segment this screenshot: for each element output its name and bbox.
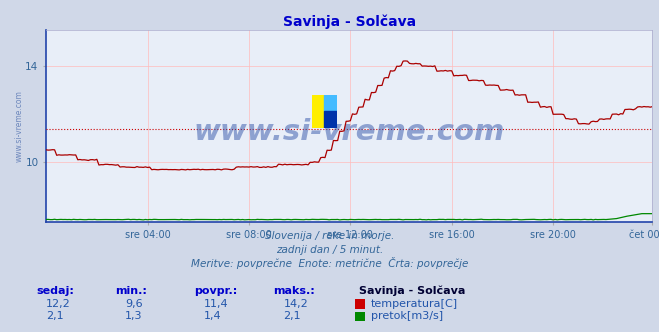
Text: temperatura[C]: temperatura[C] (371, 299, 458, 309)
Text: 14,2: 14,2 (283, 299, 308, 309)
Text: min.:: min.: (115, 286, 147, 296)
Text: 2,1: 2,1 (283, 311, 301, 321)
Text: 1,4: 1,4 (204, 311, 222, 321)
Title: Savinja - Solčava: Savinja - Solčava (283, 14, 416, 29)
Text: 1,3: 1,3 (125, 311, 143, 321)
Text: www.si-vreme.com: www.si-vreme.com (194, 118, 505, 146)
Text: pretok[m3/s]: pretok[m3/s] (371, 311, 443, 321)
Text: Meritve: povprečne  Enote: metrične  Črta: povprečje: Meritve: povprečne Enote: metrične Črta:… (191, 257, 468, 269)
Text: 9,6: 9,6 (125, 299, 143, 309)
Text: povpr.:: povpr.: (194, 286, 238, 296)
Polygon shape (324, 112, 337, 128)
Text: Savinja - Solčava: Savinja - Solčava (359, 285, 465, 296)
Text: sedaj:: sedaj: (36, 286, 74, 296)
Polygon shape (312, 95, 324, 128)
Text: 11,4: 11,4 (204, 299, 229, 309)
Text: Slovenija / reke in morje.: Slovenija / reke in morje. (265, 231, 394, 241)
Text: www.si-vreme.com: www.si-vreme.com (14, 90, 23, 162)
Text: 12,2: 12,2 (46, 299, 71, 309)
Polygon shape (324, 95, 337, 112)
Text: 2,1: 2,1 (46, 311, 64, 321)
Text: maks.:: maks.: (273, 286, 315, 296)
Text: zadnji dan / 5 minut.: zadnji dan / 5 minut. (276, 245, 383, 255)
